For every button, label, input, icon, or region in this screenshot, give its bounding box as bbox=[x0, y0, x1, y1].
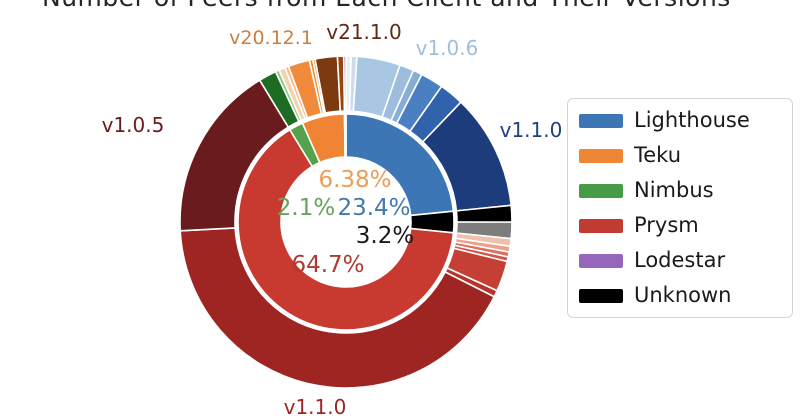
legend-swatch-lighthouse bbox=[579, 113, 623, 128]
center-pct-label-2.1: 2.1% bbox=[277, 195, 335, 221]
legend-swatch-lodestar bbox=[579, 253, 623, 268]
legend-item-lighthouse: Lighthouse bbox=[568, 103, 792, 138]
version-label-4-v1.0.5: v1.0.5 bbox=[102, 113, 165, 137]
center-pct-label-23.4: 23.4% bbox=[337, 195, 410, 221]
legend-swatch-nimbus bbox=[579, 183, 623, 198]
legend-item-prysm: Prysm bbox=[568, 208, 792, 243]
legend-swatch-unknown bbox=[579, 288, 623, 303]
legend-swatch-teku bbox=[579, 148, 623, 163]
legend-label-nimbus: Nimbus bbox=[634, 178, 714, 202]
inner-wedge-prysm bbox=[237, 128, 455, 331]
legend-label-lodestar: Lodestar bbox=[634, 248, 726, 272]
outer-wedge-lodestar-seg27 bbox=[342, 55, 347, 112]
legend-label-unknown: Unknown bbox=[634, 283, 732, 307]
legend-label-prysm: Prysm bbox=[634, 213, 699, 237]
legend-swatch-prysm bbox=[579, 218, 623, 233]
version-label-0-v20.12.1: v20.12.1 bbox=[229, 27, 313, 49]
legend-item-unknown: Unknown bbox=[568, 278, 792, 313]
version-label-1-v21.1.0: v21.1.0 bbox=[326, 20, 401, 44]
legend-item-teku: Teku bbox=[568, 138, 792, 173]
legend-label-teku: Teku bbox=[634, 143, 682, 167]
chart-title: Number of Peers from Each Client and The… bbox=[42, 0, 731, 12]
center-pct-label-3.2: 3.2% bbox=[356, 223, 414, 249]
version-label-5-v1.1.0: v1.1.0 bbox=[284, 395, 347, 419]
outer-wedge-prysm-v1.1.0 bbox=[179, 227, 496, 389]
legend: Lighthouse Teku Nimbus Prysm Lodestar Un… bbox=[567, 98, 793, 318]
center-pct-label-6.38: 6.38% bbox=[318, 167, 391, 193]
center-pct-label-64.7: 64.7% bbox=[291, 252, 364, 278]
legend-item-lodestar: Lodestar bbox=[568, 243, 792, 278]
version-label-2-v1.0.6: v1.0.6 bbox=[416, 36, 479, 60]
legend-item-nimbus: Nimbus bbox=[568, 173, 792, 208]
legend-label-lighthouse: Lighthouse bbox=[634, 108, 750, 132]
inner-wedge-lodestar bbox=[343, 113, 347, 158]
version-label-3-v1.1.0: v1.1.0 bbox=[500, 118, 563, 142]
